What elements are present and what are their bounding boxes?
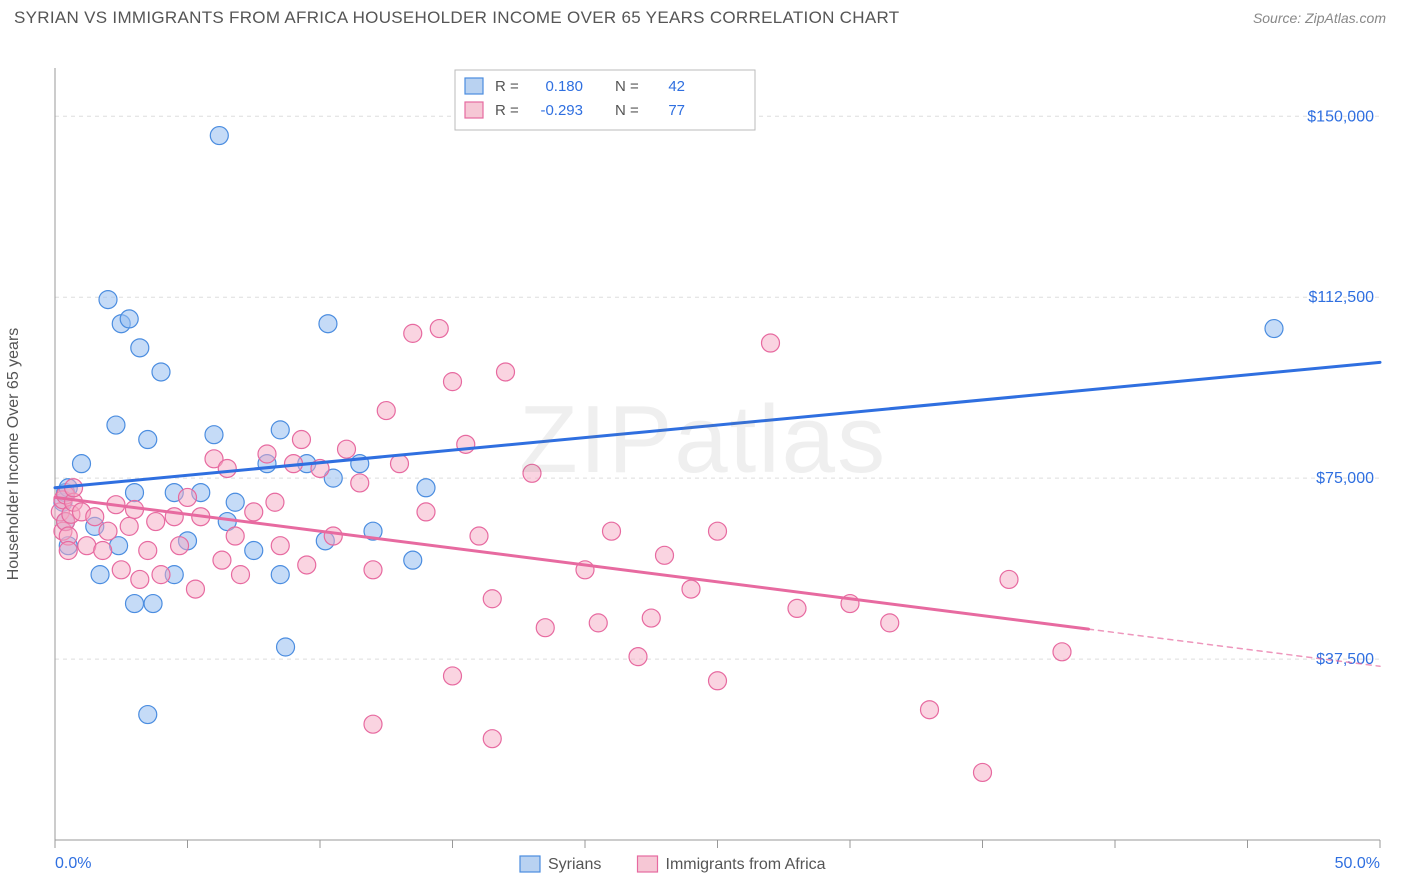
svg-text:R =: R = [495,102,519,119]
svg-text:-0.293: -0.293 [540,102,583,119]
svg-text:0.0%: 0.0% [55,855,91,872]
scatter-chart-svg: $37,500 $75,000 $112,500 $150,000 0.0% 50.0% H… [0,32,1406,882]
chart-area: ZIPatlas $37,500$75,000$112,500$150,0000… [0,32,1406,882]
svg-text:$75,000: $75,000 [1316,470,1374,487]
svg-text:50.0%: 50.0% [1335,855,1380,872]
svg-text:N =: N = [615,102,639,119]
chart-title: SYRIAN VS IMMIGRANTS FROM AFRICA HOUSEHO… [14,8,899,28]
svg-text:77: 77 [668,102,685,119]
svg-text:N =: N = [615,78,639,95]
svg-text:R =: R = [495,78,519,95]
svg-text:$112,500: $112,500 [1308,289,1374,306]
source-label: Source: ZipAtlas.com [1253,10,1386,26]
svg-text:Syrians: Syrians [548,856,601,873]
svg-text:Householder Income Over 65 yea: Householder Income Over 65 years [5,328,22,581]
svg-text:42: 42 [668,78,685,95]
svg-text:$37,500: $37,500 [1316,651,1374,668]
svg-text:Immigrants from Africa: Immigrants from Africa [666,856,826,873]
svg-text:0.180: 0.180 [545,78,583,95]
svg-text:$150,000: $150,000 [1307,108,1374,125]
